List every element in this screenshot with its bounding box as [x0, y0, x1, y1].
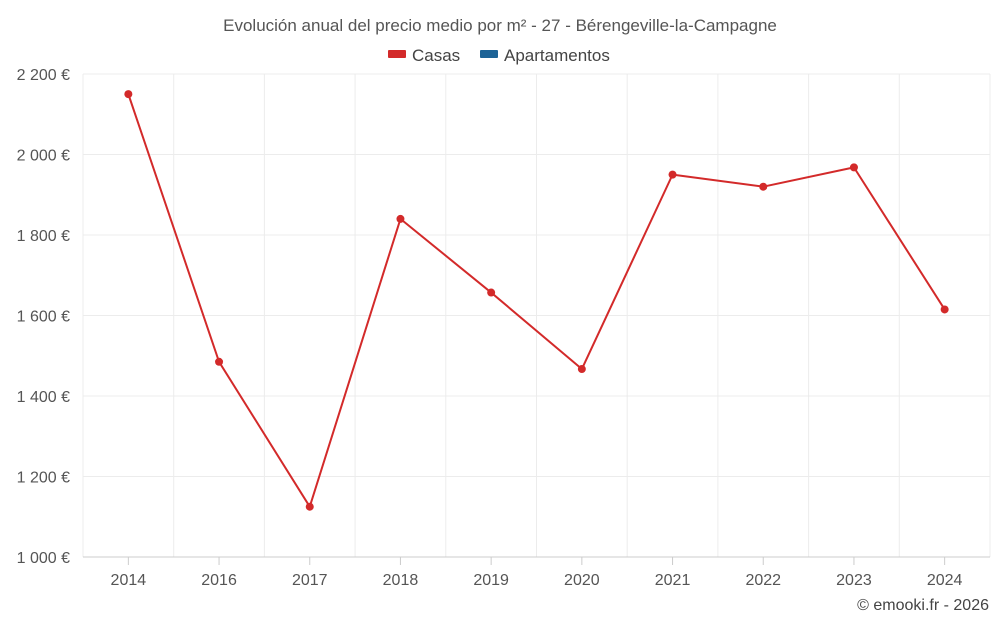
data-point[interactable] [940, 305, 949, 314]
legend-swatch [480, 50, 498, 58]
data-point[interactable] [759, 182, 768, 191]
chart-title: Evolución anual del precio medio por m² … [223, 16, 777, 35]
y-tick-label: 2 200 € [17, 67, 70, 84]
y-tick-label: 1 200 € [17, 470, 70, 487]
x-tick-label: 2020 [564, 572, 600, 589]
x-tick-label: 2018 [383, 572, 419, 589]
x-tick-label: 2014 [111, 572, 147, 589]
x-axis-labels: 2014 2016 2017 2018 2019 2020 2021 2022 2023 2024 [111, 572, 963, 589]
x-tick-label: 2017 [292, 572, 328, 589]
x-tick-label: 2023 [836, 572, 872, 589]
legend-item-casas[interactable]: Casas [388, 46, 460, 65]
credit-text: © emooki.fr - 2026 [857, 597, 989, 614]
legend-swatch [388, 50, 406, 58]
y-tick-label: 1 400 € [17, 389, 70, 406]
data-point[interactable] [305, 502, 314, 511]
axes [83, 556, 990, 565]
data-point[interactable] [849, 163, 858, 172]
data-point[interactable] [668, 170, 677, 179]
y-tick-label: 1 600 € [17, 309, 70, 326]
y-tick-label: 1 800 € [17, 228, 70, 245]
series-line-casas [127, 93, 946, 508]
y-tick-label: 1 000 € [17, 550, 70, 567]
x-tick-label: 2016 [201, 572, 237, 589]
x-tick-label: 2024 [927, 572, 963, 589]
grid [82, 73, 991, 558]
y-axis-labels: 1 000 € 1 200 € 1 400 € 1 600 € 1 800 € 2 000… [17, 67, 70, 567]
x-tick-label: 2019 [473, 572, 509, 589]
x-tick-label: 2021 [655, 572, 691, 589]
legend: Casas Apartamentos [388, 46, 610, 65]
data-point[interactable] [487, 288, 496, 297]
data-point[interactable] [215, 357, 224, 366]
legend-label: Casas [412, 46, 460, 65]
series-layer [124, 90, 949, 511]
legend-label: Apartamentos [504, 46, 610, 65]
x-tick-label: 2022 [745, 572, 781, 589]
data-point[interactable] [577, 365, 586, 374]
legend-item-apartamentos[interactable]: Apartamentos [480, 46, 610, 65]
data-point[interactable] [124, 90, 133, 99]
data-point[interactable] [396, 214, 405, 223]
y-tick-label: 2 000 € [17, 148, 70, 165]
